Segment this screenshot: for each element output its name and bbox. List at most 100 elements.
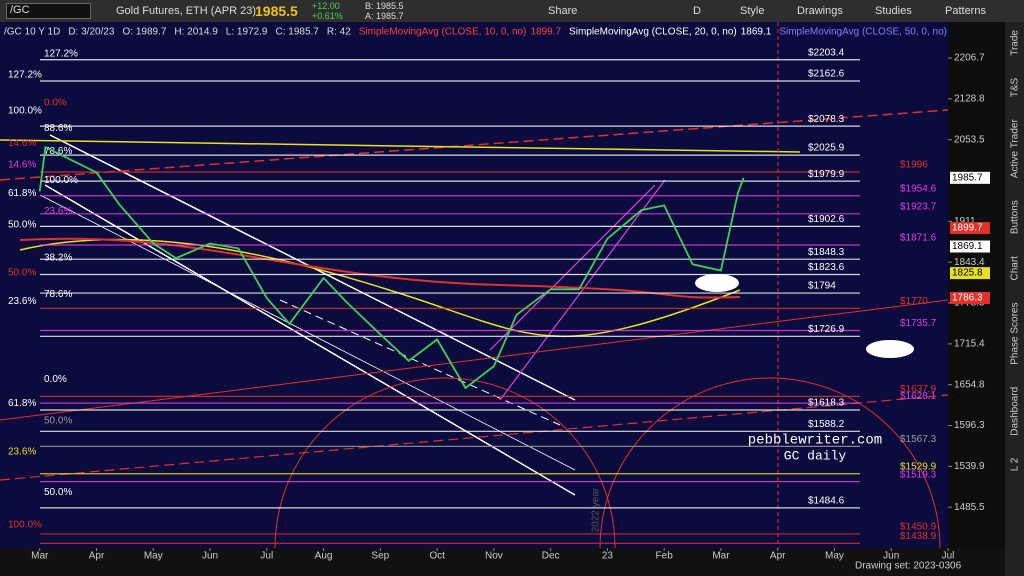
x-tick-label: Jul <box>260 551 273 562</box>
sidebar-tab[interactable]: Active Trader <box>1010 119 1021 179</box>
x-tick-label: Apr <box>89 551 105 562</box>
level-label: $2162.6 <box>808 69 845 80</box>
channel-line <box>44 184 576 496</box>
fib-label: 38.2% <box>44 253 72 264</box>
y-tick-label: 1654.8 <box>954 379 985 390</box>
sidebar-tab[interactable]: Phase Scores <box>1010 303 1021 365</box>
watermark: GC daily <box>784 448 847 463</box>
change-pct: +0.61% <box>312 11 343 21</box>
studies-button[interactable]: Studies <box>875 5 912 17</box>
y-tick-label: 1715.4 <box>954 339 985 350</box>
level-label: $2025.9 <box>808 143 845 154</box>
fib-label: 23.6% <box>44 206 72 217</box>
sidebar-tab[interactable]: Trade <box>1010 30 1021 56</box>
fib-label: 50.0% <box>8 268 36 279</box>
status-text: Drawing set: 2023-0306 <box>855 561 962 572</box>
y-tick-label: 1539.9 <box>954 461 985 472</box>
fib-label: 23.6% <box>8 447 36 458</box>
y-tick-label: 2206.7 <box>954 53 985 64</box>
channel-line <box>489 184 656 351</box>
fib-label: 78.6% <box>44 146 72 157</box>
x-tick-label: Aug <box>315 551 333 562</box>
fib-label: 0.0% <box>44 98 67 109</box>
level-label: $1618.3 <box>808 398 845 409</box>
trend-line <box>0 109 949 181</box>
sidebar-tab[interactable]: L 2 <box>1010 457 1021 471</box>
header-item: H: 2014.9 <box>174 27 218 38</box>
x-tick-label: Sep <box>371 551 389 562</box>
header-item: D: 3/20/23 <box>68 27 115 38</box>
header-item: /GC 10 Y 1D <box>4 27 60 38</box>
x-tick-label: Mar <box>712 551 730 562</box>
fib-label: 14.6% <box>8 160 36 171</box>
study-name: SimpleMovingAvg (CLOSE, 10, 0, no) <box>359 27 527 38</box>
share-button[interactable]: Share <box>548 5 578 17</box>
fib-label: 23.6% <box>8 296 36 307</box>
price-tag <box>950 291 990 304</box>
x-tick-label: Nov <box>485 551 503 562</box>
highlight-ellipse <box>866 340 914 358</box>
description: Gold Futures, ETH (APR 23) <box>116 5 256 17</box>
fib-label: 14.6% <box>8 138 36 149</box>
x-tick-label: Jul <box>942 551 955 562</box>
moving-average-line <box>19 237 741 299</box>
drawings-button[interactable]: Drawings <box>797 5 843 17</box>
level-label: $1588.2 <box>808 419 845 430</box>
sidebar-tab[interactable]: Chart <box>1010 256 1021 281</box>
study-value: 1869.1 <box>741 27 772 38</box>
level-label: $1637.9 <box>900 384 937 395</box>
study-name: SimpleMovingAvg (CLOSE, 20, 0, no) <box>569 27 737 38</box>
fib-label: 61.8% <box>8 398 36 409</box>
fib-label: 78.6% <box>44 289 72 300</box>
y-tick-label: 1911 <box>954 216 976 227</box>
sidebar-tab[interactable]: T&S <box>1010 77 1021 97</box>
sidebar <box>1005 22 1024 576</box>
level-label: $1794 <box>808 281 836 292</box>
last-price: 1985.5 <box>255 3 298 19</box>
header-item: C: 1985.7 <box>276 27 320 38</box>
fib-label: 100.0% <box>8 519 42 530</box>
price-tag-label: 1869.1 <box>952 241 983 252</box>
sidebar-tab[interactable]: Buttons <box>1010 200 1021 234</box>
x-tick-label: Oct <box>429 551 445 562</box>
time-axis <box>0 548 1005 576</box>
sidebar-tab[interactable]: Dashboard <box>1010 387 1021 436</box>
fib-label: 61.8% <box>8 188 36 199</box>
y-tick-label: 2053.5 <box>954 134 985 145</box>
level-label: $1954.6 <box>900 183 937 194</box>
fib-label: 50.0% <box>44 487 72 498</box>
level-label: $2078.3 <box>808 114 845 125</box>
price-tag-label: 1786.3 <box>952 293 983 304</box>
level-label: $1567.3 <box>900 434 937 445</box>
trend-line <box>0 139 801 153</box>
fib-label: 127.2% <box>44 48 78 59</box>
fib-label: 0.0% <box>44 374 67 385</box>
price-line <box>38 145 745 390</box>
change: +12.00 <box>312 1 340 11</box>
level-label: $1735.7 <box>900 318 937 329</box>
fib-label: 100.0% <box>8 106 42 117</box>
ask: A: 1985.7 <box>365 11 404 21</box>
price-tag-label: 1825.8 <box>952 268 983 279</box>
level-label: $1770 <box>900 296 928 307</box>
level-label: $1979.9 <box>808 169 845 180</box>
fib-label: 88.6% <box>44 123 72 134</box>
level-label: $1519.3 <box>900 469 937 480</box>
period-button[interactable]: D <box>693 5 701 17</box>
x-tick-label: Dec <box>542 551 560 562</box>
toolbar: /GC Gold Futures, ETH (APR 23) 1985.5 +1… <box>0 0 1024 22</box>
symbol-box[interactable]: /GC <box>6 3 91 19</box>
highlight-ellipse <box>695 274 739 292</box>
header-item: R: 42 <box>327 27 351 38</box>
cycle-arc <box>274 377 941 549</box>
level-label: $1902.6 <box>808 214 845 225</box>
x-tick-label: Jun <box>202 551 218 562</box>
patterns-button[interactable]: Patterns <box>945 5 986 17</box>
style-button[interactable]: Style <box>740 5 765 17</box>
level-label: $1923.7 <box>900 201 937 212</box>
trend-line <box>0 394 949 481</box>
price-tag <box>950 267 990 280</box>
x-tick-label: Feb <box>656 551 674 562</box>
y-tick-label: 1843.4 <box>954 257 985 268</box>
